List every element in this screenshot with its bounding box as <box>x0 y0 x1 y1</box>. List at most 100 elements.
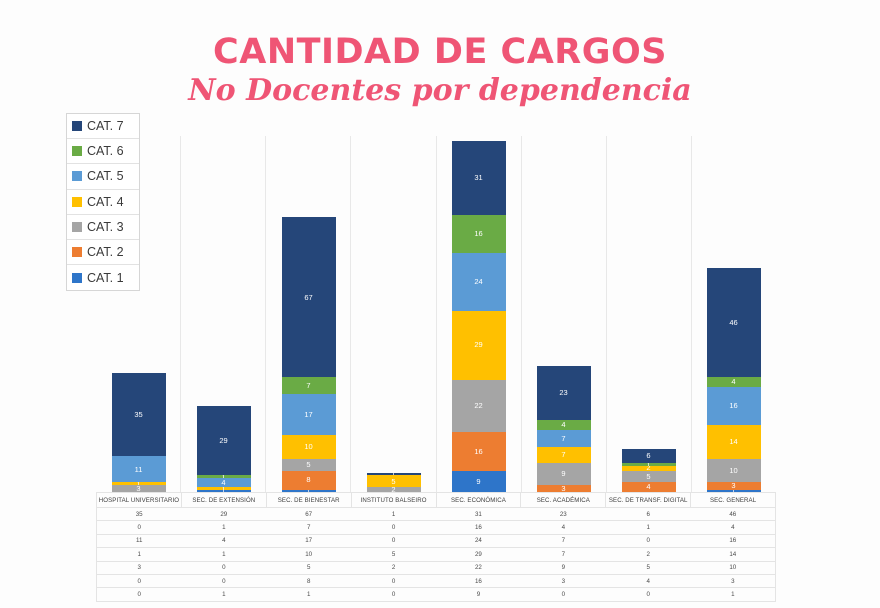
table-cell: 1 <box>351 506 436 522</box>
stacked-bar[interactable]: 351113 <box>111 372 166 492</box>
table-header-row: HOSPITAL UNIVERSITARIO SEC. DE EXTENSIÓN S… <box>96 492 776 508</box>
table-cell: 29 <box>181 506 267 522</box>
bar-segment: 1 <box>366 472 421 476</box>
table-body: 35 29 67 1 31 23 6 46 0 1 7 0 16 4 1 4 11 4 17 0 24 7 0 16 1 1 10 5… <box>96 506 776 602</box>
bar-slot: 31 16 24 29 22 16 9 <box>436 136 521 492</box>
page-title: CANTIDAD DE CARGOS <box>213 32 667 72</box>
legend-item-cat-1[interactable]: CAT. 1 <box>67 265 139 290</box>
bar-segment: 7 <box>281 377 336 395</box>
stacked-bar[interactable]: 152 <box>366 472 421 492</box>
legend-item-cat-4[interactable]: CAT. 4 <box>67 190 139 215</box>
legend-swatch-cat3 <box>72 221 82 232</box>
legend-item-label: CAT. 1 <box>87 270 124 285</box>
table-column-header: INSTITUTO BALSEIRO <box>350 492 437 508</box>
legend-swatch-cat2 <box>72 247 82 258</box>
table-row: 3 0 5 2 22 9 5 10 <box>96 560 776 575</box>
table-cell: 5 <box>351 547 436 562</box>
table-cell: 0 <box>605 587 691 602</box>
table-column-header: SEC. DE EXTENSIÓN <box>180 492 267 508</box>
table-cell: 22 <box>436 560 521 575</box>
table-column-header: SEC. ECONÓMICA <box>435 492 522 508</box>
bar-slot: 46416141031 <box>691 136 776 492</box>
table-cell: 8 <box>266 573 352 589</box>
bar-slot: 23 4 7 7 9 3 <box>521 136 606 492</box>
table-cell: 9 <box>436 587 521 602</box>
bar-segment: 5 <box>366 475 421 488</box>
table-cell: 1 <box>181 547 267 562</box>
table-cell: 4 <box>690 520 776 535</box>
bar-segment: 10 <box>281 434 336 459</box>
table-cell: 10 <box>690 560 776 575</box>
bar-segment: 23 <box>536 365 591 421</box>
legend-swatch-cat7 <box>72 121 82 132</box>
table-column-header: SEC. DE TRANSF. DIGITAL <box>605 492 692 508</box>
table-cell: 14 <box>690 547 776 562</box>
table-cell: 29 <box>436 547 521 562</box>
stacked-bar[interactable]: 291411 <box>196 406 251 492</box>
table-cell: 31 <box>436 506 521 522</box>
table-cell: 0 <box>96 587 182 602</box>
bar-segment: 9 <box>451 470 506 492</box>
legend-item-cat-5[interactable]: CAT. 5 <box>67 164 139 190</box>
chart-legend: CAT. 7 CAT. 6 CAT. 5 CAT. 4 CAT. 3 CAT. 2 CAT.… <box>66 113 140 292</box>
bar-slot: 351113 <box>96 136 181 492</box>
table-cell: 1 <box>605 520 691 535</box>
table-row: 11 4 17 0 24 7 0 16 <box>96 533 776 549</box>
table-cell: 7 <box>266 520 352 535</box>
bar-segment: 46 <box>706 267 761 378</box>
bar-segment: 16 <box>706 386 761 426</box>
bar-segment: 29 <box>451 310 506 380</box>
legend-item-cat-3[interactable]: CAT. 3 <box>67 215 139 240</box>
bar-segment: 29 <box>196 406 251 476</box>
bar-segment: 1 <box>196 487 251 490</box>
bar-segment: 3 <box>706 482 761 490</box>
bar-segment: 5 <box>281 458 336 471</box>
table-cell: 67 <box>266 506 352 522</box>
bar-segment: 4 <box>706 377 761 387</box>
table-cell: 3 <box>96 560 182 575</box>
stacked-bar[interactable]: 46416141031 <box>706 267 761 492</box>
legend-item-label: CAT. 6 <box>87 144 124 159</box>
bar-slot: 152 <box>351 136 436 492</box>
bar-slot: 61254 <box>606 136 691 492</box>
stacked-bar[interactable]: 61254 <box>621 449 676 492</box>
bar-segment: 5 <box>621 470 676 483</box>
table-column-header: SEC. ACADÉMICA <box>520 492 607 508</box>
bar-segment: 14 <box>706 425 761 459</box>
legend-swatch-cat5 <box>72 171 82 182</box>
bar-segment: 4 <box>536 420 591 430</box>
table-row: 0 0 8 0 16 3 4 3 <box>96 573 776 589</box>
bar-segment: 2 <box>621 465 676 471</box>
table-cell: 1 <box>181 587 267 602</box>
table-cell: 5 <box>266 560 352 575</box>
legend-item-label: CAT. 7 <box>87 119 124 134</box>
bar-segment: 8 <box>281 470 336 490</box>
bar-segment: 1 <box>621 463 676 466</box>
legend-item-cat-7[interactable]: CAT. 7 <box>67 114 139 140</box>
stacked-bar[interactable]: 6771710581 <box>281 217 336 492</box>
table-cell: 7 <box>520 547 606 562</box>
stacked-bar[interactable]: 31 16 24 29 22 16 9 <box>451 141 506 492</box>
table-cell: 0 <box>351 573 436 589</box>
table-row: 0 1 7 0 16 4 1 4 <box>96 520 776 535</box>
table-column-header: HOSPITAL UNIVERSITARIO <box>96 492 182 508</box>
bar-segment: 31 <box>451 141 506 216</box>
table-cell: 9 <box>520 560 606 575</box>
table-cell: 10 <box>266 547 352 562</box>
legend-item-cat-6[interactable]: CAT. 6 <box>67 139 139 165</box>
bar-segment: 1 <box>196 489 251 492</box>
table-cell: 11 <box>96 533 182 549</box>
stacked-bar[interactable]: 23 4 7 7 9 3 <box>536 365 591 492</box>
table-cell: 17 <box>266 533 352 549</box>
legend-item-cat-2[interactable]: CAT. 2 <box>67 240 139 266</box>
table-cell: 1 <box>266 587 352 602</box>
table-cell: 3 <box>690 573 776 589</box>
bar-segment: 1 <box>196 475 251 478</box>
chart-data-table: HOSPITAL UNIVERSITARIO SEC. DE EXTENSIÓN S… <box>96 492 776 602</box>
table-cell: 3 <box>520 573 606 589</box>
table-cell: 0 <box>96 573 182 589</box>
table-cell: 16 <box>436 520 521 535</box>
bar-segment: 22 <box>451 379 506 433</box>
